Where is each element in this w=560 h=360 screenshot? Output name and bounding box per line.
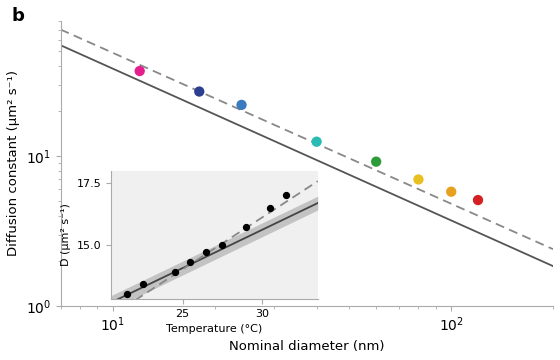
Point [135, 68, 144, 74]
Point [312, 139, 321, 145]
Y-axis label: Diffusion constant (μm² s⁻¹): Diffusion constant (μm² s⁻¹) [7, 71, 20, 256]
Point [122, 291, 131, 297]
Point [447, 189, 456, 194]
Y-axis label: D (μm² s⁻¹): D (μm² s⁻¹) [61, 203, 71, 266]
Point [372, 159, 381, 165]
Point [138, 281, 147, 287]
X-axis label: Temperature (°C): Temperature (°C) [166, 324, 263, 334]
Point [195, 89, 204, 94]
Point [474, 197, 483, 203]
Point [414, 176, 423, 182]
Text: b: b [11, 6, 24, 24]
Point [242, 225, 251, 230]
Point [237, 102, 246, 108]
X-axis label: Nominal diameter (nm): Nominal diameter (nm) [229, 340, 385, 353]
Point [170, 269, 179, 275]
Point [202, 249, 211, 255]
Point [186, 259, 195, 265]
Point [265, 205, 274, 211]
Point [282, 192, 291, 198]
Point [218, 242, 227, 248]
